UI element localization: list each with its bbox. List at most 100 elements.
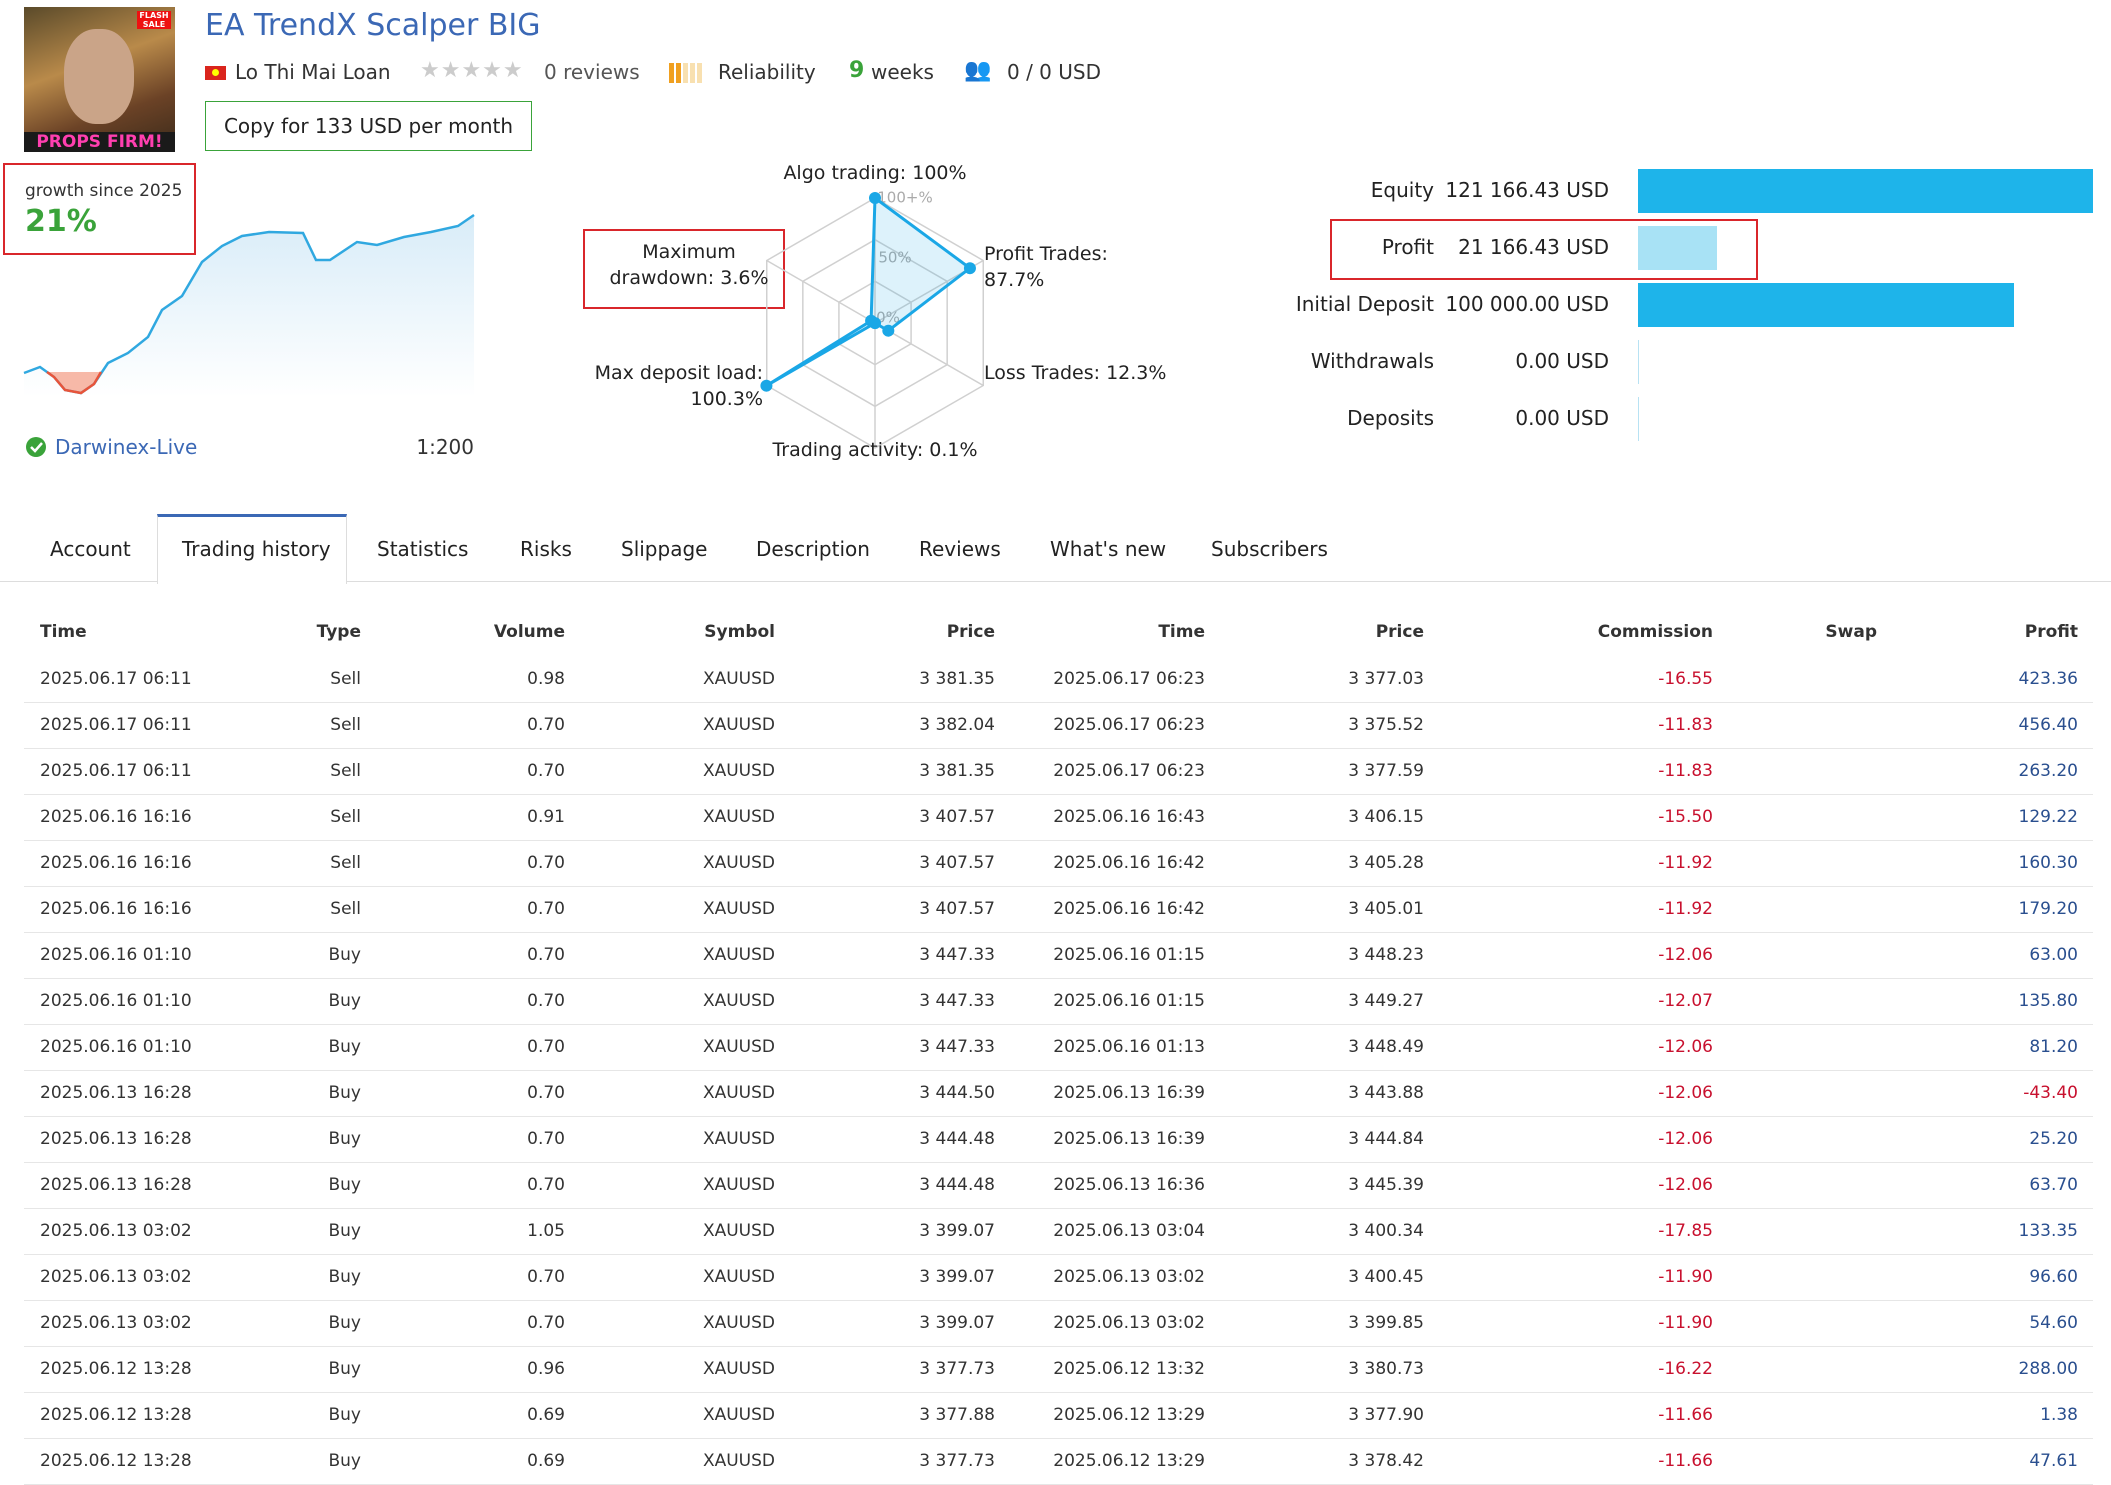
radar-scale-label: 50% xyxy=(878,249,911,267)
table-cell: Buy xyxy=(328,1267,362,1287)
table-cell: 1.38 xyxy=(2040,1405,2078,1425)
tab[interactable]: Description xyxy=(756,537,870,561)
table-cell: 3 448.49 xyxy=(1348,1037,1424,1057)
table-cell: 2025.06.17 06:11 xyxy=(40,761,192,781)
table-cell: 0.70 xyxy=(527,715,565,735)
signal-title[interactable]: EA TrendX Scalper BIG xyxy=(205,8,541,43)
table-cell: -12.06 xyxy=(1658,1037,1713,1057)
table-cell: Buy xyxy=(328,1405,362,1425)
copy-button[interactable]: Copy for 133 USD per month xyxy=(205,101,532,151)
table-cell: 0.96 xyxy=(527,1359,565,1379)
table-cell: 63.70 xyxy=(2029,1175,2078,1195)
table-cell: 3 407.57 xyxy=(919,899,995,919)
column-header: Price xyxy=(1375,622,1424,642)
tab[interactable]: Subscribers xyxy=(1211,537,1328,561)
radar-point xyxy=(882,324,895,337)
tab[interactable]: Statistics xyxy=(377,537,469,561)
table-row xyxy=(24,1301,2093,1347)
table-cell: 135.80 xyxy=(2018,991,2078,1011)
table-cell: 3 448.23 xyxy=(1348,945,1424,965)
table-cell: -16.55 xyxy=(1658,669,1713,689)
balance-value: 0.00 USD xyxy=(1515,406,1609,430)
table-cell: -11.90 xyxy=(1658,1267,1713,1287)
table-row xyxy=(24,657,2093,703)
table-cell: 129.22 xyxy=(2018,807,2078,827)
table-cell: Sell xyxy=(330,807,361,827)
growth-label: growth since 2025 xyxy=(25,181,183,201)
tab[interactable]: Slippage xyxy=(621,537,708,561)
reviews[interactable]: 0 reviews xyxy=(544,60,640,84)
broker[interactable]: Darwinex-Live xyxy=(55,435,198,459)
column-header: Commission xyxy=(1597,622,1713,642)
table-cell: 3 405.28 xyxy=(1348,853,1424,873)
table-cell: 63.00 xyxy=(2029,945,2078,965)
table-cell: 3 377.73 xyxy=(919,1451,995,1471)
table-cell: -16.22 xyxy=(1658,1359,1713,1379)
table-cell: 3 378.42 xyxy=(1348,1451,1424,1471)
logo-badge: FLASH SALE xyxy=(137,11,171,29)
table-cell: 3 444.84 xyxy=(1348,1129,1424,1149)
table-cell: 0.70 xyxy=(527,1037,565,1057)
table-cell: XAUUSD xyxy=(702,1405,775,1425)
table-row xyxy=(24,749,2093,795)
radar-label: drawdown: 3.6% xyxy=(609,267,769,289)
tab[interactable]: What's new xyxy=(1050,537,1167,561)
table-cell: XAUUSD xyxy=(702,1083,775,1103)
balance-label: Deposits xyxy=(1347,406,1434,430)
tab[interactable]: Account xyxy=(50,537,131,561)
table-cell: 2025.06.16 16:16 xyxy=(40,807,192,827)
table-cell: -11.92 xyxy=(1658,899,1713,919)
table-cell: 2025.06.13 16:28 xyxy=(40,1175,192,1195)
table-cell: XAUUSD xyxy=(702,1359,775,1379)
table-cell: -11.83 xyxy=(1658,761,1713,781)
radar-label: Max deposit load: xyxy=(594,362,763,384)
table-cell: 3 377.90 xyxy=(1348,1405,1424,1425)
table-cell: Sell xyxy=(330,761,361,781)
table-cell: 3 381.35 xyxy=(919,761,995,781)
table-cell: 2025.06.16 01:10 xyxy=(40,945,192,965)
table-cell: 2025.06.13 03:02 xyxy=(40,1221,192,1241)
table-row xyxy=(24,1393,2093,1439)
table-cell: -43.40 xyxy=(2023,1083,2078,1103)
table-cell: 2025.06.12 13:28 xyxy=(40,1359,192,1379)
balance-value: 121 166.43 USD xyxy=(1445,178,1609,202)
tabs-baseline xyxy=(0,581,2111,582)
table-cell: 3 399.07 xyxy=(919,1313,995,1333)
table-cell: 0.70 xyxy=(527,853,565,873)
radar-label: Loss Trades: 12.3% xyxy=(984,362,1167,384)
table-row xyxy=(24,979,2093,1025)
subscribers: 0 / 0 USD xyxy=(1007,60,1101,84)
radar-label: Profit Trades: xyxy=(984,243,1108,265)
table-cell: 3 406.15 xyxy=(1348,807,1424,827)
balance-value: 0.00 USD xyxy=(1515,349,1609,373)
tab[interactable]: Trading history xyxy=(182,537,331,561)
table-cell: 2025.06.16 01:10 xyxy=(40,1037,192,1057)
table-cell: 0.70 xyxy=(527,761,565,781)
author[interactable]: Lo Thi Mai Loan xyxy=(235,60,391,84)
table-cell: 2025.06.13 16:28 xyxy=(40,1129,192,1149)
table-cell: 25.20 xyxy=(2029,1129,2078,1149)
tab[interactable]: Risks xyxy=(520,537,572,561)
radar-label: 100.3% xyxy=(690,388,763,410)
weeks-count: 9 xyxy=(849,58,865,83)
table-cell: -12.06 xyxy=(1658,945,1713,965)
table-cell: 3 399.85 xyxy=(1348,1313,1424,1333)
balance-bar xyxy=(1638,397,1639,441)
table-cell: Buy xyxy=(328,1221,362,1241)
table-cell: -15.50 xyxy=(1658,807,1713,827)
table-row xyxy=(24,1347,2093,1393)
table-cell: 3 444.48 xyxy=(919,1175,995,1195)
table-cell: 0.70 xyxy=(527,1313,565,1333)
table-cell: 3 399.07 xyxy=(919,1221,995,1241)
column-header: Type xyxy=(316,622,361,642)
table-cell: -11.83 xyxy=(1658,715,1713,735)
tab[interactable]: Reviews xyxy=(919,537,1001,561)
table-cell: 0.69 xyxy=(527,1405,565,1425)
table-cell: Buy xyxy=(328,991,362,1011)
table-cell: 3 382.04 xyxy=(919,715,995,735)
table-cell: 3 400.45 xyxy=(1348,1267,1424,1287)
table-cell: 2025.06.17 06:11 xyxy=(40,669,192,689)
table-cell: 2025.06.16 16:16 xyxy=(40,899,192,919)
table-cell: Sell xyxy=(330,899,361,919)
